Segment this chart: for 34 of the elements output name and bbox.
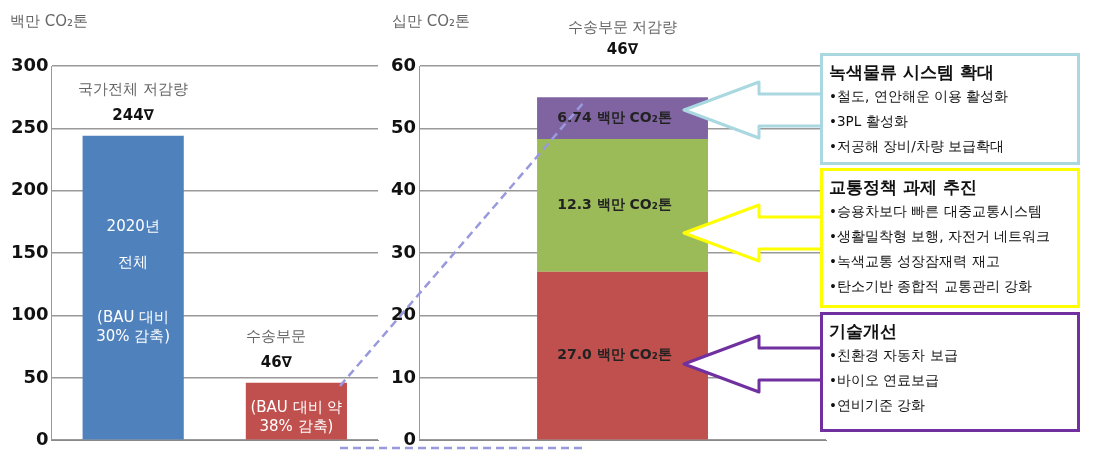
text: 녹색물류 시스템 확대 •철도, 연안해운 이용 활성화 •3PL 활성화 •저공해 장비/차량 보급확대 — [829, 61, 1010, 156]
bar — [537, 271, 708, 440]
text: 46∇ — [606, 39, 639, 58]
y-tick-label: 10 — [390, 365, 417, 387]
y-tick-label: 100 — [11, 303, 49, 325]
annotation: 전체 — [118, 253, 149, 272]
y-tick-label: 150 — [11, 240, 49, 262]
annotation: 6.74 백만 CO₂톤 — [557, 108, 672, 125]
y-axis-title: 백만 CO₂톤 — [10, 12, 89, 31]
annotation: 12.3 백만 CO₂톤 — [557, 196, 672, 213]
y-tick-label: 30 — [390, 240, 417, 262]
y-tick-label: 50 — [23, 365, 49, 387]
text: 교통정책 과제 추진 •승용차보다 빠른 대중교통시스템 •생활밀착형 보행, 자전거 네트워크 •녹색교통 성장잠재력 재고 •탄소기반 종합적 교통관리 강화 — [829, 176, 1052, 296]
y-tick-label: 20 — [390, 303, 417, 325]
y-axis-title: 십만 CO₂톤 — [392, 12, 471, 31]
y-tick-label: 40 — [390, 178, 417, 200]
text: 기술개선 •친환경 자동차 보급 •바이오 연료보급 •연비기준 강화 — [829, 320, 959, 415]
chart-title: 수송부문 저감량 — [567, 17, 678, 36]
annotation: (BAU 대비 약 38% 감축) — [250, 398, 343, 436]
data-label: 46∇ — [260, 352, 293, 371]
annotation: 2020년 — [106, 216, 160, 235]
data-label: 244∇ — [112, 105, 155, 124]
annotation: 27.0 백만 CO₂톤 — [557, 346, 672, 363]
y-tick-label: 50 — [390, 116, 417, 138]
y-tick-label: 250 — [11, 116, 49, 138]
annotation: (BAU 대비 30% 감축) — [96, 307, 171, 345]
y-tick-label: 0 — [403, 427, 417, 449]
annotation: 국가전체 저감량 — [78, 79, 189, 98]
y-tick-label: 200 — [11, 178, 49, 200]
y-tick-label: 60 — [390, 53, 417, 75]
bar — [537, 138, 708, 272]
y-tick-label: 300 — [11, 53, 49, 75]
y-tick-label: 0 — [36, 427, 49, 449]
annotation: 수송부문 — [246, 326, 307, 345]
